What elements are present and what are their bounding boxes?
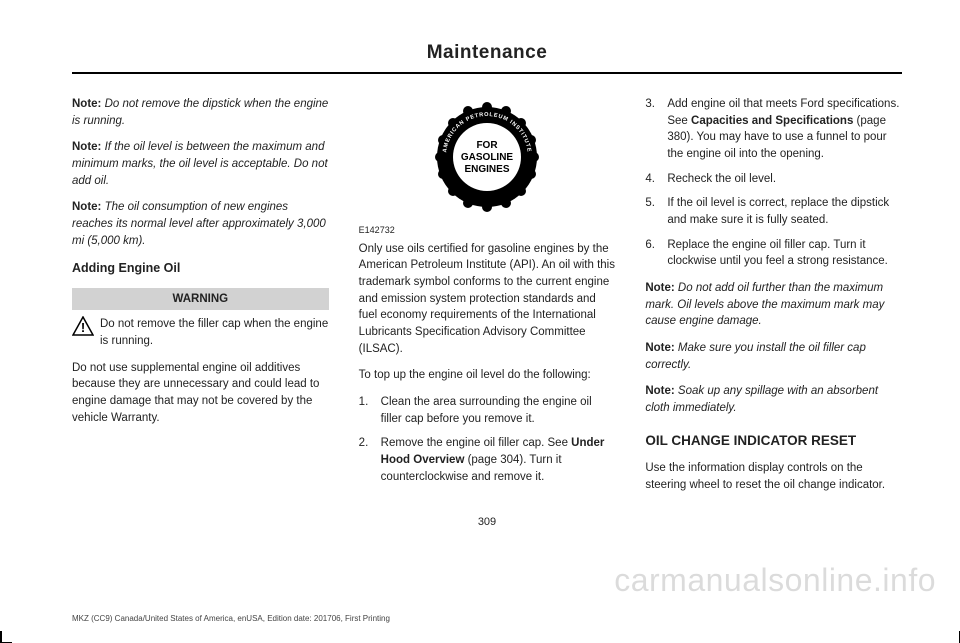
note-text: Do not remove the dipstick when the engi… [72,98,328,127]
paragraph-reset: Use the information display controls on … [645,460,902,493]
step-4: 4. Recheck the oil level. [645,171,902,188]
step-text: Clean the area surrounding the engine oi… [381,394,616,427]
crop-mark-icon [0,631,2,643]
note-text: Make sure you install the oil filler cap… [645,342,866,371]
column-2: AMERICAN PETROLEUM INSTITUTE CERTIFIED F… [359,96,616,504]
step-num: 4. [645,171,659,188]
seal-line-1: FOR [476,140,498,151]
edition-line: MKZ (CC9) Canada/United States of Americ… [72,614,390,623]
step-num: 1. [359,394,373,427]
warning-row: ! Do not remove the filler cap when the … [72,316,329,349]
note-label: Note: [645,282,674,294]
column-3: 3.Add engine oil that meets Ford specifi… [645,96,902,504]
columns: Note: Do not remove the dipstick when th… [72,96,902,504]
note-label: Note: [645,385,674,397]
svg-text:!: ! [81,320,85,335]
note-label: Note: [72,201,101,213]
paragraph-topup: To top up the engine oil level do the fo… [359,367,616,384]
step-text: Remove the engine oil filler cap. See Un… [381,435,616,485]
seal-id: E142732 [359,224,616,237]
note-text: Do not add oil further than the maximum … [645,282,884,327]
steps-list: 1.Clean the area surrounding the engine … [359,394,616,485]
step-text: Add engine oil that meets Ford specifica… [667,96,902,163]
step-3: 3.Add engine oil that meets Ford specifi… [645,96,902,163]
chapter-title: Maintenance [72,42,902,74]
steps-list-cont: 3.Add engine oil that meets Ford specifi… [645,96,902,270]
step-num: 2. [359,435,373,485]
note-max: Note: Do not add oil further than the ma… [645,280,902,330]
note-text: If the oil level is between the maximum … [72,141,328,186]
page: Maintenance Note: Do not remove the dips… [0,0,960,643]
step-1: 1.Clean the area surrounding the engine … [359,394,616,427]
step-text: If the oil level is correct, replace the… [667,195,902,228]
step-text: Recheck the oil level. [667,171,776,188]
api-seal: AMERICAN PETROLEUM INSTITUTE CERTIFIED F… [359,98,616,237]
heading-adding-engine-oil: Adding Engine Oil [72,259,329,277]
warning-text: Do not remove the filler cap when the en… [100,316,329,349]
page-number: 309 [72,516,902,528]
warning-icon: ! [72,316,94,336]
note-text: Soak up any spillage with an absorbent c… [645,385,878,414]
note-label: Note: [645,342,674,354]
step-num: 6. [645,237,659,270]
note-spill: Note: Soak up any spillage with an absor… [645,383,902,416]
note-label: Note: [72,98,101,110]
note-cap: Note: Make sure you install the oil fill… [645,340,902,373]
step-text: Replace the engine oil filler cap. Turn … [667,237,902,270]
step-6: 6.Replace the engine oil filler cap. Tur… [645,237,902,270]
seal-line-2: GASOLINE [461,152,514,163]
paragraph-additives: Do not use supplemental engine oil addit… [72,360,329,427]
step-num: 5. [645,195,659,228]
note-2: Note: If the oil level is between the ma… [72,139,329,189]
watermark: carmanualsonline.info [614,562,936,599]
seal-line-3: ENGINES [464,164,509,175]
step-num: 3. [645,96,659,163]
column-1: Note: Do not remove the dipstick when th… [72,96,329,504]
warning-heading: WARNING [72,288,329,311]
paragraph-api: Only use oils certified for gasoline eng… [359,241,616,358]
step-5: 5.If the oil level is correct, replace t… [645,195,902,228]
heading-oil-change-reset: OIL CHANGE INDICATOR RESET [645,431,902,451]
note-label: Note: [72,141,101,153]
step-2: 2.Remove the engine oil filler cap. See … [359,435,616,485]
note-1: Note: Do not remove the dipstick when th… [72,96,329,129]
note-text: The oil consumption of new engines reach… [72,201,326,246]
note-3: Note: The oil consumption of new engines… [72,199,329,249]
